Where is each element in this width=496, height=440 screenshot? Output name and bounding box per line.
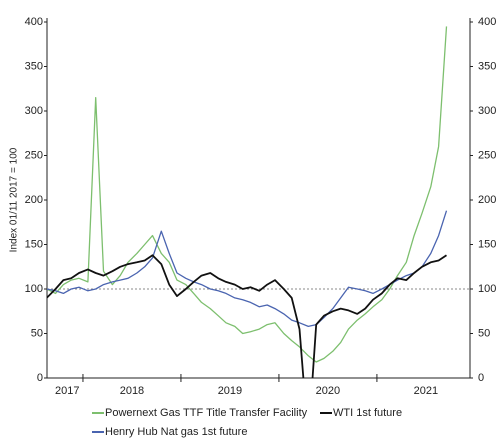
y-tick-label-right: 350 (478, 60, 496, 72)
plot-area (47, 26, 448, 378)
y-tick-label: 150 (25, 238, 43, 250)
series-line (47, 210, 448, 328)
y-tick-label: 350 (25, 60, 43, 72)
y-tick-label-right: 150 (478, 238, 496, 250)
y-tick-label: 250 (25, 149, 43, 161)
series-line (47, 26, 448, 363)
x-tick-label: 2018 (120, 385, 144, 397)
y-tick-label: 200 (25, 194, 43, 206)
y-tick-label: 100 (25, 283, 43, 295)
series-line (47, 254, 448, 378)
y-tick-label-right: 300 (478, 105, 496, 117)
y-tick-label-right: 400 (478, 16, 496, 28)
x-tick-label: 2021 (414, 385, 438, 397)
y-tick-label-right: 200 (478, 194, 496, 206)
legend-label: Henry Hub Nat gas 1st future (105, 426, 247, 438)
x-tick-label: 2020 (316, 385, 340, 397)
y-tick-label: 0 (37, 372, 43, 384)
y-tick-label: 300 (25, 105, 43, 117)
y-tick-label: 400 (25, 16, 43, 28)
y-axis-label: Index 01/11 2017 = 100 (9, 147, 20, 252)
y-tick-label-right: 0 (478, 372, 484, 384)
y-tick-label-right: 250 (478, 149, 496, 161)
legend-label: WTI 1st future (333, 407, 402, 419)
legend-label: Powernext Gas TTF Title Transfer Facilit… (105, 407, 308, 419)
x-tick-label: 2017 (55, 385, 79, 397)
y-tick-label-right: 100 (478, 283, 496, 295)
y-tick-label-right: 50 (478, 327, 490, 339)
y-tick-label: 50 (31, 327, 43, 339)
x-tick-label: 2019 (218, 385, 242, 397)
